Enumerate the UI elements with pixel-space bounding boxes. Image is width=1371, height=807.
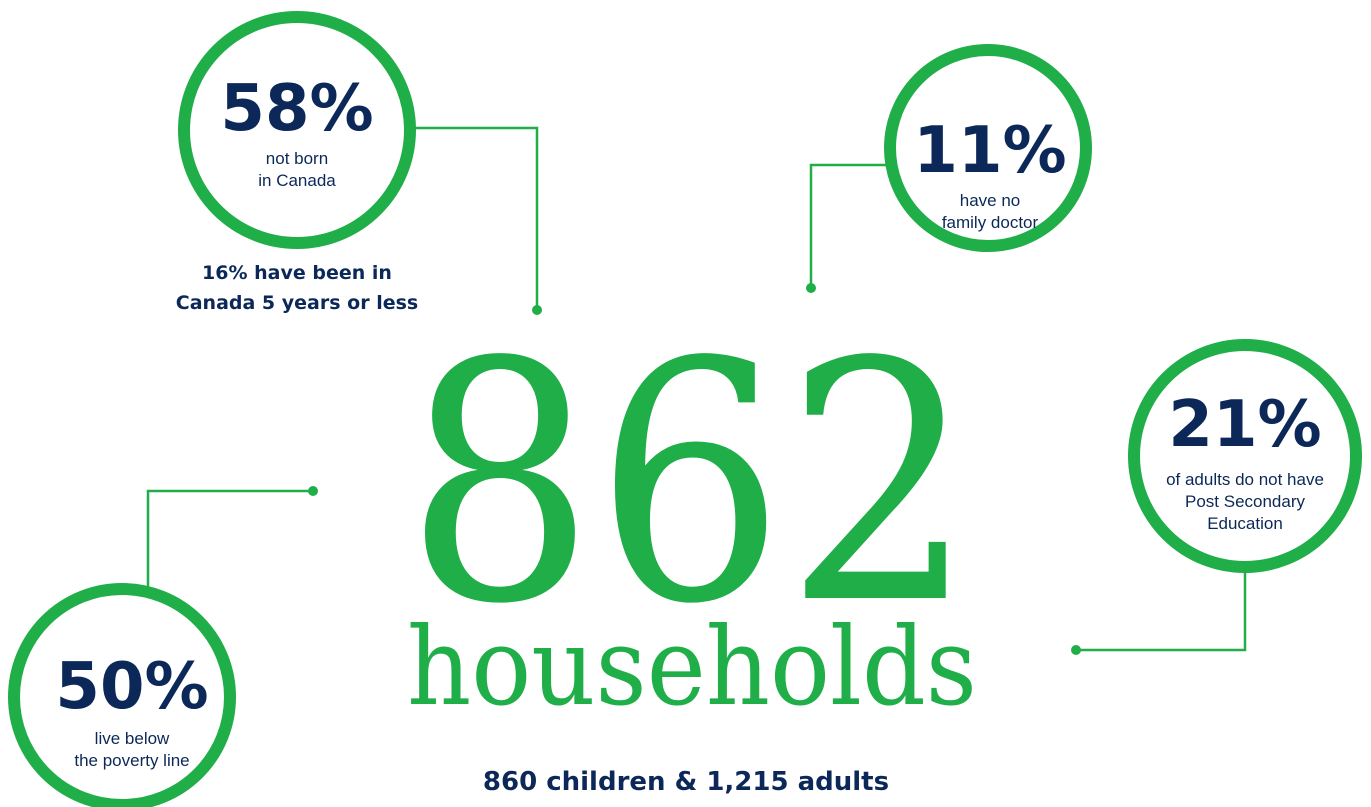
stat-value: 58% — [220, 72, 373, 146]
stat-value: 21% — [1168, 388, 1321, 462]
connector-dot — [806, 283, 816, 293]
connector-dot — [532, 305, 542, 315]
stat-value: 11% — [913, 114, 1066, 188]
stat-label: in Canada — [258, 171, 336, 190]
stat-label: live below — [95, 729, 170, 748]
stat-note: 16% have been in — [202, 262, 392, 284]
stat-ring — [8, 583, 236, 807]
stat-ring — [884, 44, 1092, 252]
connector-dot — [308, 486, 318, 496]
headline-detail: 860 children & 1,215 adults — [483, 767, 889, 797]
stat-value: 50% — [55, 650, 208, 724]
connector — [146, 489, 313, 590]
stat-label: have no — [960, 191, 1021, 210]
stat-label: not born — [266, 149, 328, 168]
stat-label: Post Secondary — [1185, 492, 1306, 511]
connector-dot — [1071, 645, 1081, 655]
stat-note: Canada 5 years or less — [176, 292, 418, 314]
stat-label: of adults do not have — [1166, 470, 1324, 489]
connector — [1076, 567, 1247, 652]
stat-label: family doctor — [942, 213, 1039, 232]
headline-number: 862 — [405, 292, 975, 676]
stat-label: Education — [1207, 514, 1283, 533]
stat-label: the poverty line — [74, 751, 189, 770]
headline-unit: households — [407, 605, 977, 730]
stat-ring — [178, 11, 416, 249]
connector — [809, 163, 890, 288]
connector — [410, 126, 539, 310]
